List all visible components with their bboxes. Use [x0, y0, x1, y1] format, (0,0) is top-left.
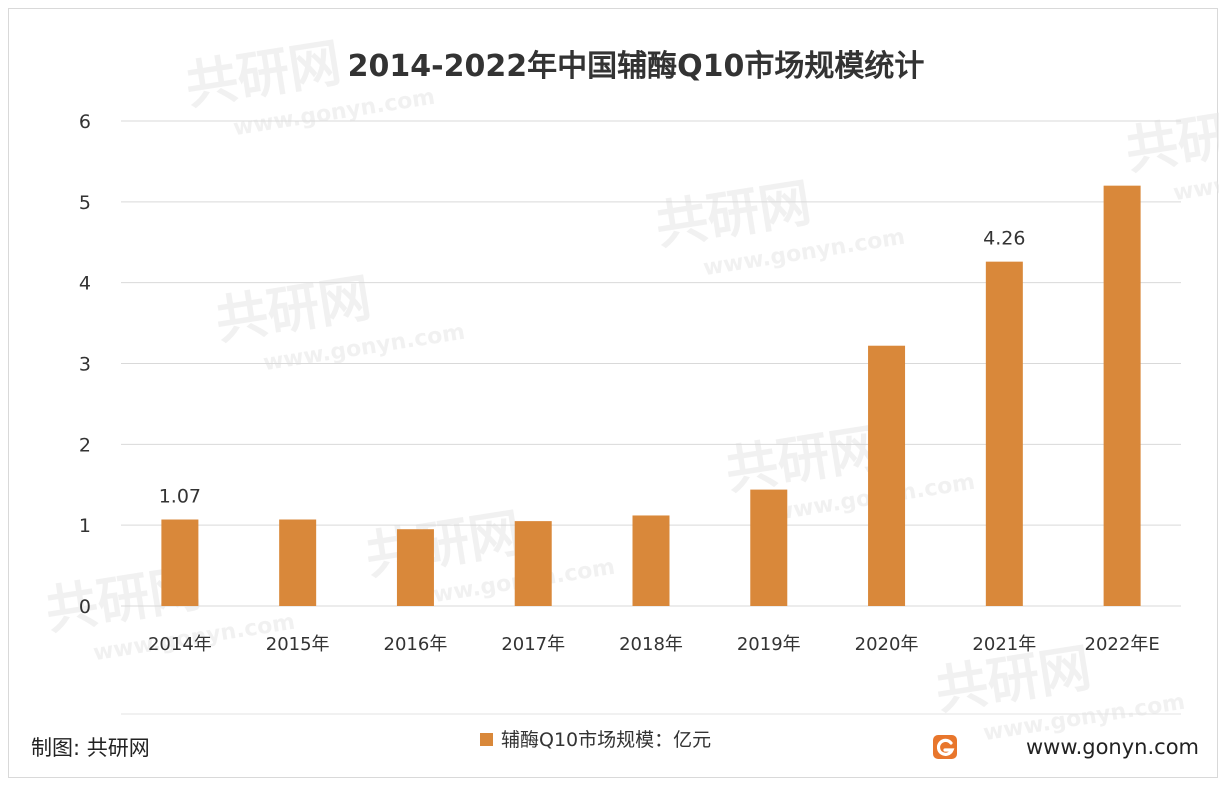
x-tick-label: 2017年 — [501, 634, 565, 655]
bar — [514, 521, 552, 606]
bar — [985, 261, 1023, 606]
y-tick-label: 3 — [79, 354, 91, 376]
data-label: 1.07 — [159, 486, 201, 508]
bar — [868, 345, 906, 606]
footer-website: www.gonyn.com — [1026, 735, 1199, 759]
x-tick-label: 2019年 — [737, 634, 801, 655]
footer-source: 制图: 共研网 — [31, 736, 150, 760]
x-tick-label: 2016年 — [384, 634, 448, 655]
y-tick-label: 1 — [79, 515, 91, 537]
y-axis-ticks: 0 1 2 3 4 5 6 — [79, 111, 91, 618]
bar — [279, 519, 317, 606]
bar-chart: 共研网www.gonyn.com共研网www.gonyn.com共研网www.g… — [31, 33, 1219, 760]
y-tick-label: 2 — [79, 434, 91, 456]
legend-swatch — [480, 733, 493, 746]
bar — [1103, 185, 1141, 606]
bar — [632, 515, 670, 606]
gonyn-logo-icon — [933, 735, 957, 759]
data-label: 4.26 — [983, 228, 1025, 250]
y-tick-label: 0 — [79, 596, 91, 618]
x-tick-label: 2018年 — [619, 634, 683, 655]
legend: 辅酶Q10市场规模：亿元 — [480, 729, 711, 751]
x-tick-label: 2020年 — [855, 634, 919, 655]
x-tick-label: 2015年 — [266, 634, 330, 655]
bars — [161, 185, 1141, 606]
data-labels: 1.07 4.26 — [159, 228, 1026, 508]
legend-label: 辅酶Q10市场规模：亿元 — [501, 729, 711, 751]
y-tick-label: 5 — [79, 192, 91, 214]
y-tick-label: 6 — [79, 111, 91, 133]
bar — [161, 519, 199, 606]
x-tick-label: 2014年 — [148, 634, 212, 655]
x-tick-label: 2022年E — [1085, 634, 1160, 655]
x-axis-ticks: 2014年 2015年 2016年 2017年 2018年 2019年 2020年 2021年… — [148, 634, 1160, 655]
bar — [750, 489, 788, 606]
chart-title: 2014-2022年中国辅酶Q10市场规模统计 — [348, 49, 925, 84]
watermark-brand: 共研网 — [1122, 98, 1219, 182]
x-tick-label: 2021年 — [972, 634, 1036, 655]
bar — [396, 529, 434, 606]
chart-frame: 共研网 www.gonyn.com 共研网 www.gonyn.com 共研网 www.g… — [8, 8, 1219, 778]
y-tick-label: 4 — [79, 273, 91, 295]
